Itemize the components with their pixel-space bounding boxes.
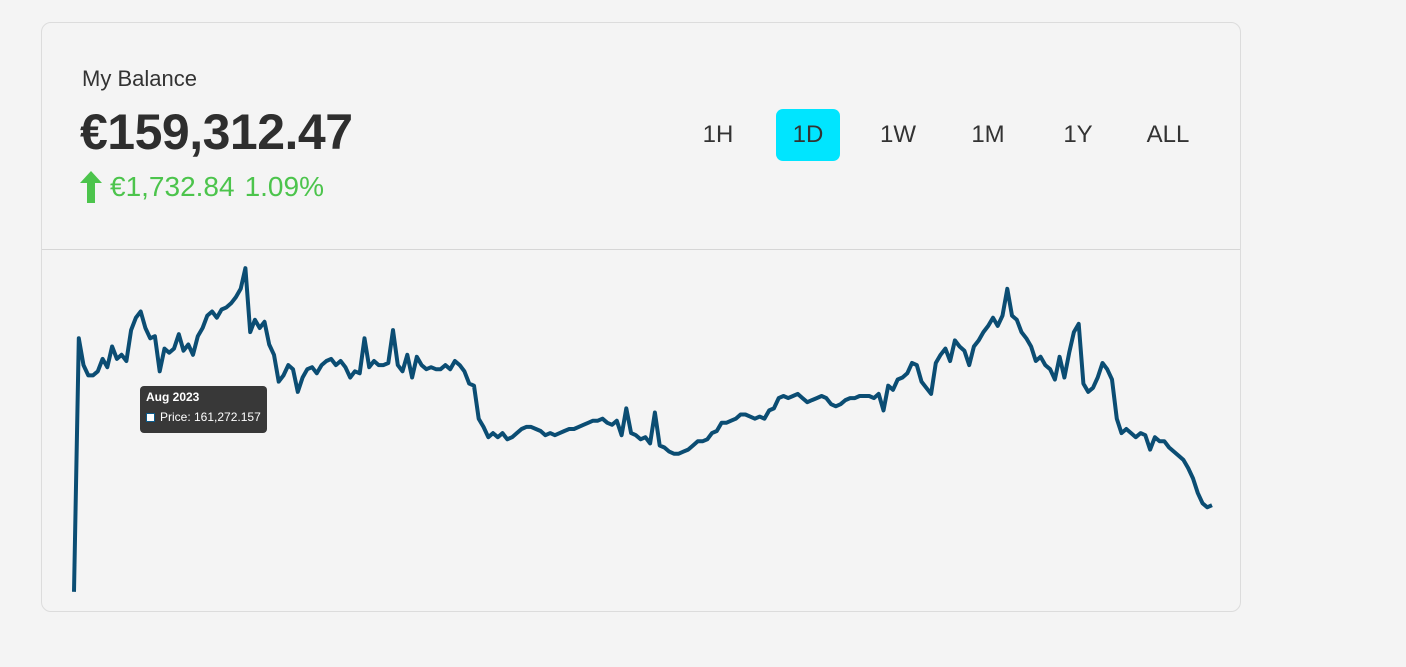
price-line [72,266,1213,592]
arrow-up-icon [80,171,102,203]
change-value: €1,732.84 [110,171,235,202]
tooltip-title: Aug 2023 [146,390,200,404]
balance-label: My Balance [82,66,197,91]
tooltip-row: Price: 161,272.157 [146,410,261,424]
range-button-1w[interactable]: 1W [880,121,916,148]
series-swatch [146,412,155,422]
line-chart-svg [72,266,1213,592]
range-button-1y[interactable]: 1Y [1063,121,1093,148]
balance-chart[interactable] [42,250,1240,611]
balance-change: €1,732.84 1.09% [80,171,324,203]
balance-header: My Balance €159,312.47 €1,732.84 1.09% 1… [42,23,1240,250]
balance-card: My Balance €159,312.47 €1,732.84 1.09% 1… [41,22,1241,612]
balance-amount: €159,312.47 [80,104,353,160]
chart-tooltip: Aug 2023 Price: 161,272.157 [140,386,267,433]
range-button-1m[interactable]: 1M [971,121,1005,148]
range-button-1d[interactable]: 1D [776,109,840,161]
range-button-1h[interactable]: 1H [702,121,734,148]
range-selector: 1H 1D 1W 1M 1Y ALL [686,109,1226,161]
range-button-all[interactable]: ALL [1146,121,1190,148]
change-percent: 1.09% [244,171,324,202]
tooltip-label: Price: 161,272.157 [160,410,261,424]
